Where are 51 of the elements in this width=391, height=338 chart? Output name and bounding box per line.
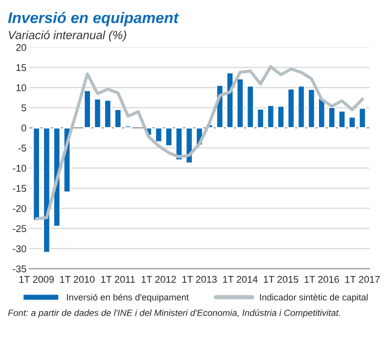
bar: [104, 99, 112, 129]
y-tick-label: 10: [16, 84, 26, 92]
y-tick-label: -10: [12, 164, 26, 172]
bar: [246, 85, 254, 129]
x-tick-label: 1T 2016: [304, 276, 339, 283]
bar: [164, 127, 173, 147]
x-tick-label: 1T 2009: [19, 276, 54, 283]
y-tick-label: -20: [12, 205, 26, 212]
bar: [42, 127, 51, 254]
bar: [256, 108, 265, 129]
bar: [348, 116, 356, 129]
bar: [307, 88, 316, 129]
y-tick-label: 0: [22, 124, 26, 132]
bar: [318, 98, 326, 129]
chart-subtitle: Variació interanual (%): [8, 30, 126, 42]
bar: [124, 125, 132, 129]
bar: [297, 85, 306, 129]
bar: [266, 104, 275, 129]
bar: [338, 110, 346, 129]
bar: [114, 108, 122, 129]
bar: [358, 107, 366, 129]
y-tick-label: -30: [12, 245, 26, 252]
bar: [328, 106, 336, 129]
text: Font: a partir de dades de l'INE i del Ministeri d'Economia, Indústria i Competitivitat.: [8, 309, 340, 318]
bar: [154, 127, 163, 143]
bar: [276, 105, 285, 129]
x-tick-label: 1T 2017: [345, 276, 380, 283]
y-tick-label: -15: [12, 185, 26, 192]
legend-label: Inversió en béns d'equipament: [67, 294, 189, 302]
bar: [32, 127, 40, 222]
x-tick-label: 1T 2015: [264, 276, 298, 283]
y-tick-label: 15: [16, 64, 26, 72]
bar: [175, 127, 184, 161]
y-tick-label: -5: [18, 144, 26, 152]
x-tick-label: 1T 2012: [142, 276, 176, 283]
x-tick-label: 1T 2010: [60, 276, 95, 283]
bar: [83, 90, 92, 129]
y-tick-label: 5: [22, 104, 26, 112]
bar: [287, 88, 296, 129]
x-tick-label: 1T 2014: [223, 276, 258, 283]
y-tick-label: 20: [16, 44, 26, 51]
x-tick-label: 1T 2013: [182, 276, 217, 283]
legend-label: Indicador sintètic de capital: [260, 294, 368, 302]
line-series: [34, 65, 364, 220]
y-tick-label: -25: [12, 225, 26, 232]
x-tick-label: 1T 2011: [101, 276, 135, 283]
bar: [236, 78, 244, 129]
bar: [94, 98, 102, 129]
bar: [226, 72, 234, 129]
y-tick-label: -35: [12, 265, 26, 272]
chart-title: Inversió en equipament: [8, 12, 179, 26]
